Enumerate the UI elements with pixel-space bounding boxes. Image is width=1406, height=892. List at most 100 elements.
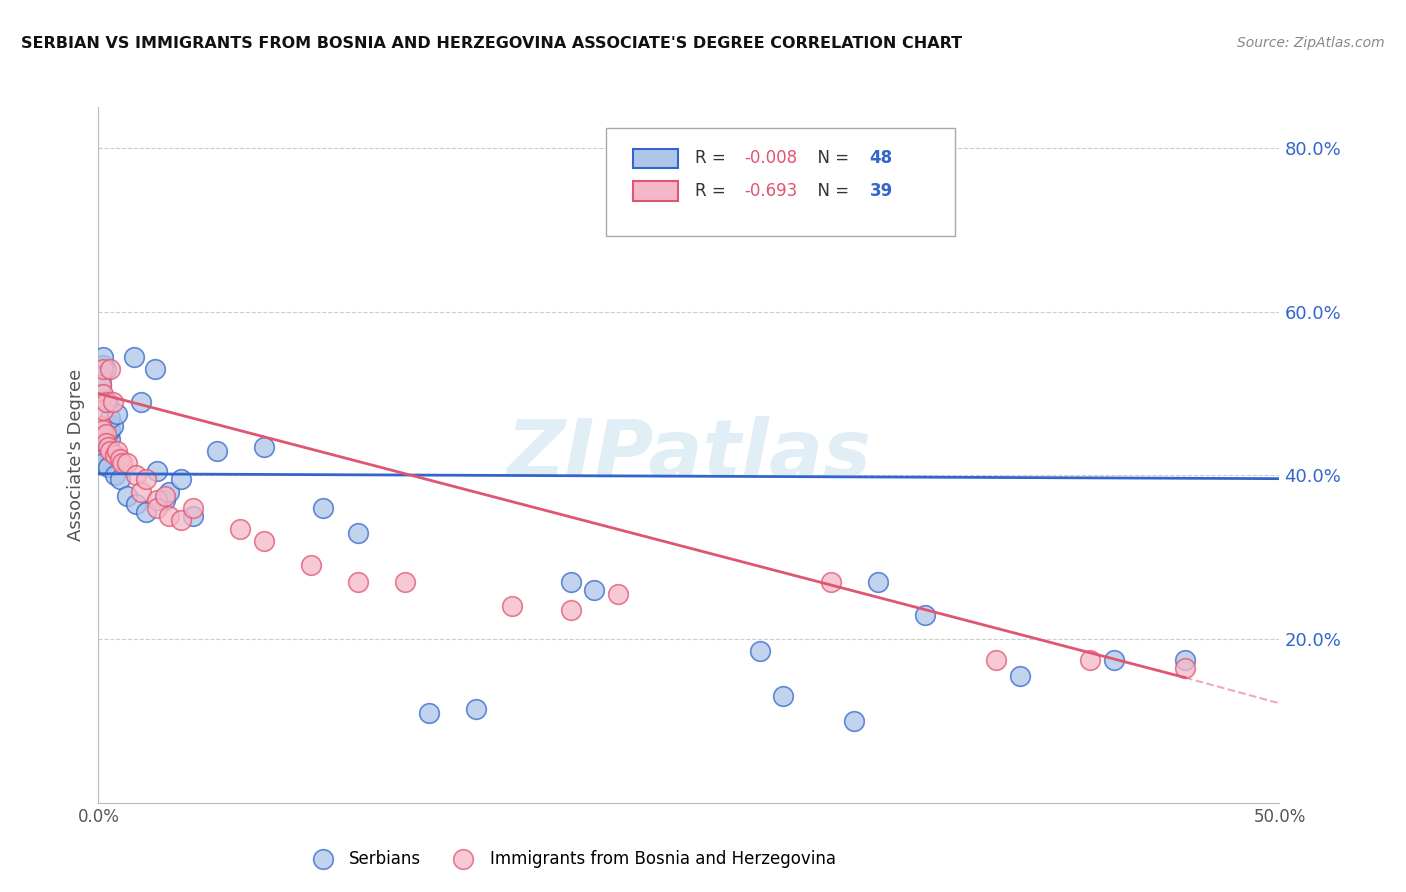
Point <box>90 378 112 392</box>
Point <box>115 456 138 470</box>
Text: SERBIAN VS IMMIGRANTS FROM BOSNIA AND HERZEGOVINA ASSOCIATE'S DEGREE CORRELATION: SERBIAN VS IMMIGRANTS FROM BOSNIA AND HE… <box>21 36 962 51</box>
FancyBboxPatch shape <box>634 181 678 201</box>
Point <box>98 423 121 437</box>
Point <box>465 701 488 715</box>
Point <box>94 427 117 442</box>
Point <box>253 440 276 454</box>
Text: N =: N = <box>807 182 855 200</box>
Point <box>181 509 204 524</box>
Text: 39: 39 <box>870 182 893 200</box>
Point <box>181 501 204 516</box>
Point <box>98 362 121 376</box>
Point <box>501 599 523 614</box>
Point <box>299 558 322 573</box>
FancyBboxPatch shape <box>634 149 678 169</box>
Point <box>91 358 114 372</box>
Point <box>101 394 124 409</box>
FancyBboxPatch shape <box>606 128 955 235</box>
Point <box>94 394 117 409</box>
Point <box>253 533 276 548</box>
Point <box>98 432 121 446</box>
Text: 48: 48 <box>870 149 893 167</box>
Point <box>94 362 117 376</box>
Point <box>101 419 124 434</box>
Point <box>1102 652 1125 666</box>
Point <box>1174 661 1197 675</box>
Point <box>91 386 114 401</box>
Point <box>135 473 157 487</box>
Point <box>98 411 121 425</box>
Point <box>97 440 120 454</box>
Point <box>115 489 138 503</box>
Text: R =: R = <box>695 149 731 167</box>
Text: R =: R = <box>695 182 731 200</box>
Point <box>914 607 936 622</box>
Text: N =: N = <box>807 149 855 167</box>
Point <box>146 501 169 516</box>
Point <box>90 378 112 392</box>
Point <box>1174 652 1197 666</box>
Point <box>94 443 117 458</box>
Point <box>98 443 121 458</box>
Point <box>91 403 114 417</box>
Point <box>347 525 370 540</box>
Point <box>143 362 166 376</box>
Point <box>104 448 127 462</box>
Point <box>583 582 606 597</box>
Point <box>90 386 112 401</box>
Text: ZIPatlas: ZIPatlas <box>506 416 872 494</box>
Point <box>125 468 148 483</box>
Text: Source: ZipAtlas.com: Source: ZipAtlas.com <box>1237 36 1385 50</box>
Point <box>1008 669 1031 683</box>
Point <box>97 396 120 410</box>
Point <box>108 452 131 467</box>
Point <box>111 456 134 470</box>
Point <box>984 652 1007 666</box>
Point <box>94 435 117 450</box>
Point <box>146 492 169 507</box>
Point <box>91 362 114 376</box>
Point <box>170 473 193 487</box>
Point <box>146 464 169 478</box>
Point <box>91 456 114 470</box>
Point <box>153 489 176 503</box>
Point <box>312 501 335 516</box>
Point <box>97 460 120 475</box>
Point <box>153 492 176 507</box>
Point <box>104 468 127 483</box>
Point <box>94 393 117 408</box>
Point <box>90 370 112 384</box>
Point <box>748 644 770 658</box>
Point <box>122 350 145 364</box>
Point <box>105 407 128 421</box>
Point <box>105 443 128 458</box>
Point <box>347 574 370 589</box>
Point <box>205 443 228 458</box>
Point <box>560 603 582 617</box>
Legend: Serbians, Immigrants from Bosnia and Herzegovina: Serbians, Immigrants from Bosnia and Her… <box>299 843 842 874</box>
Point <box>157 484 180 499</box>
Text: -0.693: -0.693 <box>744 182 797 200</box>
Point <box>394 574 416 589</box>
Text: -0.008: -0.008 <box>744 149 797 167</box>
Point <box>820 574 842 589</box>
Point <box>560 574 582 589</box>
Point <box>866 574 889 589</box>
Point <box>157 509 180 524</box>
Point <box>607 587 630 601</box>
Point <box>418 706 440 720</box>
Point <box>844 714 866 728</box>
Point <box>94 440 117 454</box>
Point <box>108 473 131 487</box>
Point <box>772 690 794 704</box>
Point <box>129 394 152 409</box>
Point <box>170 513 193 527</box>
Point <box>97 427 120 442</box>
Point <box>129 484 152 499</box>
Point <box>91 423 114 437</box>
Y-axis label: Associate's Degree: Associate's Degree <box>66 368 84 541</box>
Point <box>1080 652 1102 666</box>
Point <box>125 497 148 511</box>
Point <box>90 419 112 434</box>
Point <box>135 505 157 519</box>
